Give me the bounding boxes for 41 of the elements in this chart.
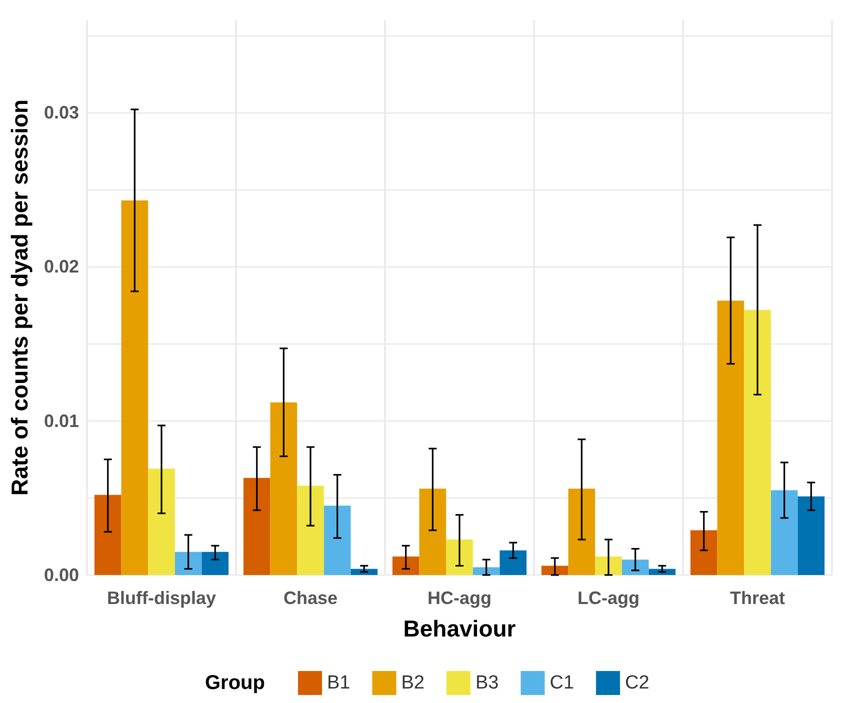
bar xyxy=(94,494,122,575)
bar xyxy=(568,488,596,575)
bar xyxy=(392,556,420,575)
bar xyxy=(595,556,622,575)
x-tick-label: HC-agg xyxy=(428,588,492,608)
legend-label: B2 xyxy=(401,672,424,694)
x-axis-title: Behaviour xyxy=(403,616,516,642)
legend-label: C1 xyxy=(550,672,574,694)
bar xyxy=(243,478,270,575)
bar xyxy=(350,568,378,575)
legend-title: Group xyxy=(205,672,265,694)
bar xyxy=(202,552,229,575)
bar xyxy=(121,200,148,575)
legend-label: B1 xyxy=(327,672,350,694)
bar xyxy=(419,488,446,575)
bar xyxy=(798,496,825,575)
legend-label: B3 xyxy=(475,672,499,694)
y-tick-label: 0.01 xyxy=(44,410,79,431)
bar xyxy=(690,530,718,575)
y-tick-label: 0.00 xyxy=(44,565,79,585)
bar xyxy=(324,506,351,575)
bar xyxy=(744,310,771,575)
y-axis-title: Rate of counts per dyad per session xyxy=(6,99,32,496)
bar xyxy=(717,300,744,575)
x-tick-label: Chase xyxy=(283,588,338,608)
bar xyxy=(446,540,473,575)
bar xyxy=(622,560,649,575)
bar xyxy=(174,552,202,575)
y-tick-label: 0.02 xyxy=(44,256,79,277)
y-tick-label: 0.03 xyxy=(44,102,79,122)
bar xyxy=(500,550,527,575)
x-tick-label: Threat xyxy=(730,588,786,608)
bar xyxy=(770,490,798,575)
x-tick-label: Bluff-display xyxy=(106,588,216,608)
legend-label: C2 xyxy=(625,672,650,694)
bar xyxy=(648,568,676,575)
bar xyxy=(541,566,568,575)
x-tick-label: LC-agg xyxy=(578,588,640,608)
bar xyxy=(270,402,298,575)
bar xyxy=(148,468,175,575)
bar xyxy=(297,486,324,575)
